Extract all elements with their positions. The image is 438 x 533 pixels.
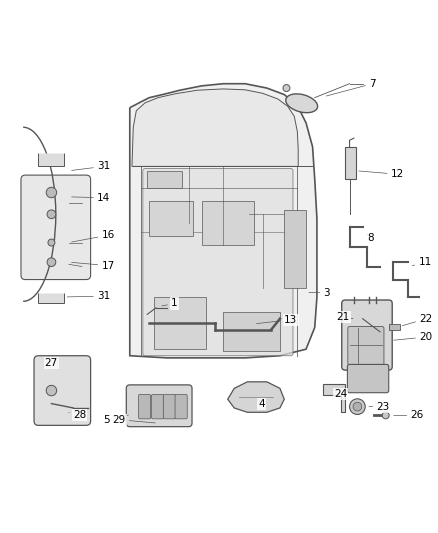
Text: 1: 1 [162,298,178,309]
Text: 11: 11 [412,257,431,267]
Text: 31: 31 [71,161,110,172]
PathPatch shape [228,382,284,413]
FancyBboxPatch shape [143,168,293,356]
Text: 13: 13 [257,314,297,325]
FancyBboxPatch shape [163,394,176,419]
Text: 14: 14 [72,193,110,203]
Circle shape [47,258,56,266]
FancyBboxPatch shape [152,394,164,419]
Bar [389,325,399,329]
Circle shape [350,399,365,415]
FancyBboxPatch shape [138,394,151,419]
Bar [345,147,356,180]
FancyBboxPatch shape [175,394,187,419]
PathPatch shape [39,293,64,303]
PathPatch shape [323,384,345,413]
Bar [149,201,193,236]
Text: 24: 24 [334,389,347,399]
Circle shape [353,402,362,411]
Bar [201,201,254,245]
FancyBboxPatch shape [342,300,392,370]
Text: 29: 29 [113,415,155,425]
Text: 21: 21 [336,312,353,321]
FancyBboxPatch shape [21,175,91,279]
PathPatch shape [130,84,317,358]
Text: 31: 31 [67,291,110,301]
Text: 5: 5 [103,415,128,425]
Text: 20: 20 [394,332,432,342]
Circle shape [382,412,389,419]
FancyBboxPatch shape [34,356,91,425]
Text: 16: 16 [71,230,115,242]
Text: 17: 17 [72,261,115,271]
Circle shape [48,239,55,246]
Text: 4: 4 [258,399,265,409]
FancyBboxPatch shape [348,327,384,365]
FancyBboxPatch shape [347,365,389,393]
Circle shape [47,210,56,219]
Circle shape [46,385,57,396]
Bar [154,297,206,349]
Bar [284,210,306,288]
PathPatch shape [132,89,298,166]
PathPatch shape [39,154,64,166]
Text: 12: 12 [359,169,404,179]
Circle shape [46,187,57,198]
FancyBboxPatch shape [126,385,192,426]
Text: 7: 7 [326,79,376,96]
Text: 8: 8 [367,233,374,243]
Bar [223,312,280,351]
Text: 26: 26 [394,410,424,421]
Text: 27: 27 [45,358,58,368]
Text: 23: 23 [369,402,390,411]
Text: 3: 3 [309,288,330,297]
Text: 22: 22 [402,314,432,326]
Bar [147,171,182,188]
Ellipse shape [286,94,318,112]
Text: 28: 28 [69,410,86,421]
Circle shape [283,85,290,92]
